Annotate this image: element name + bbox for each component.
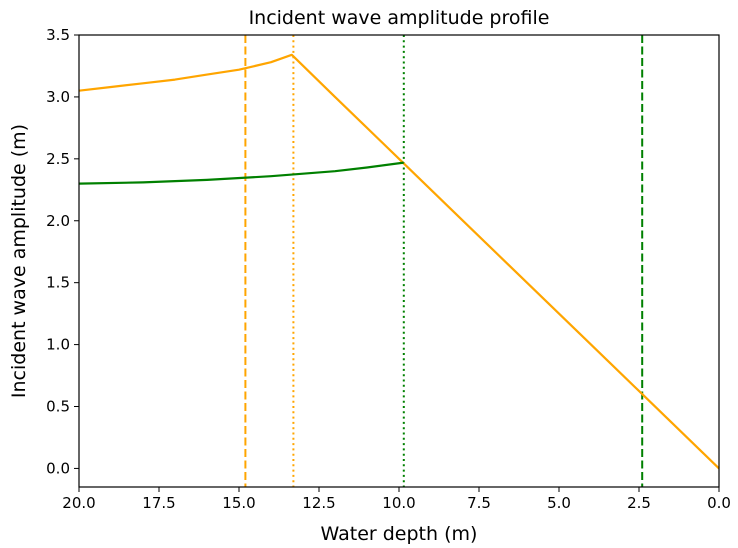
y-axis-label: Incident wave amplitude (m) — [8, 124, 30, 398]
x-tick-label: 17.5 — [142, 494, 175, 512]
y-tick-label: 0.5 — [46, 398, 70, 416]
y-tick-label: 0.0 — [46, 459, 70, 477]
series-line-1 — [78, 161, 404, 185]
y-tick-label: 3.0 — [46, 88, 70, 106]
x-tick-label: 7.5 — [467, 494, 491, 512]
plot-area — [78, 35, 720, 487]
y-tick-label: 2.5 — [46, 150, 70, 168]
x-tick-label: 0.0 — [707, 494, 731, 512]
chart-title: Incident wave amplitude profile — [249, 7, 550, 29]
y-axis: 0.0 0.5 1.0 1.5 2.0 2.5 3.0 3.5 — [46, 26, 79, 477]
y-tick-label: 2.0 — [46, 212, 70, 230]
y-tick-label: 1.5 — [46, 274, 70, 292]
y-tick-label: 1.0 — [46, 336, 70, 354]
x-axis-label: Water depth (m) — [321, 523, 478, 545]
x-tick-label: 15.0 — [222, 494, 255, 512]
series-line-0 — [78, 53, 720, 470]
x-tick-label: 20.0 — [62, 494, 95, 512]
x-axis: 20.0 17.5 15.0 12.5 10.0 7.5 5.0 2.5 0.0 — [62, 487, 731, 512]
plot-frame — [78, 34, 720, 488]
x-tick-label: 5.0 — [547, 494, 571, 512]
x-tick-label: 12.5 — [302, 494, 335, 512]
x-tick-label: 10.0 — [382, 494, 415, 512]
y-tick-label: 3.5 — [46, 26, 70, 44]
x-tick-label: 2.5 — [627, 494, 651, 512]
